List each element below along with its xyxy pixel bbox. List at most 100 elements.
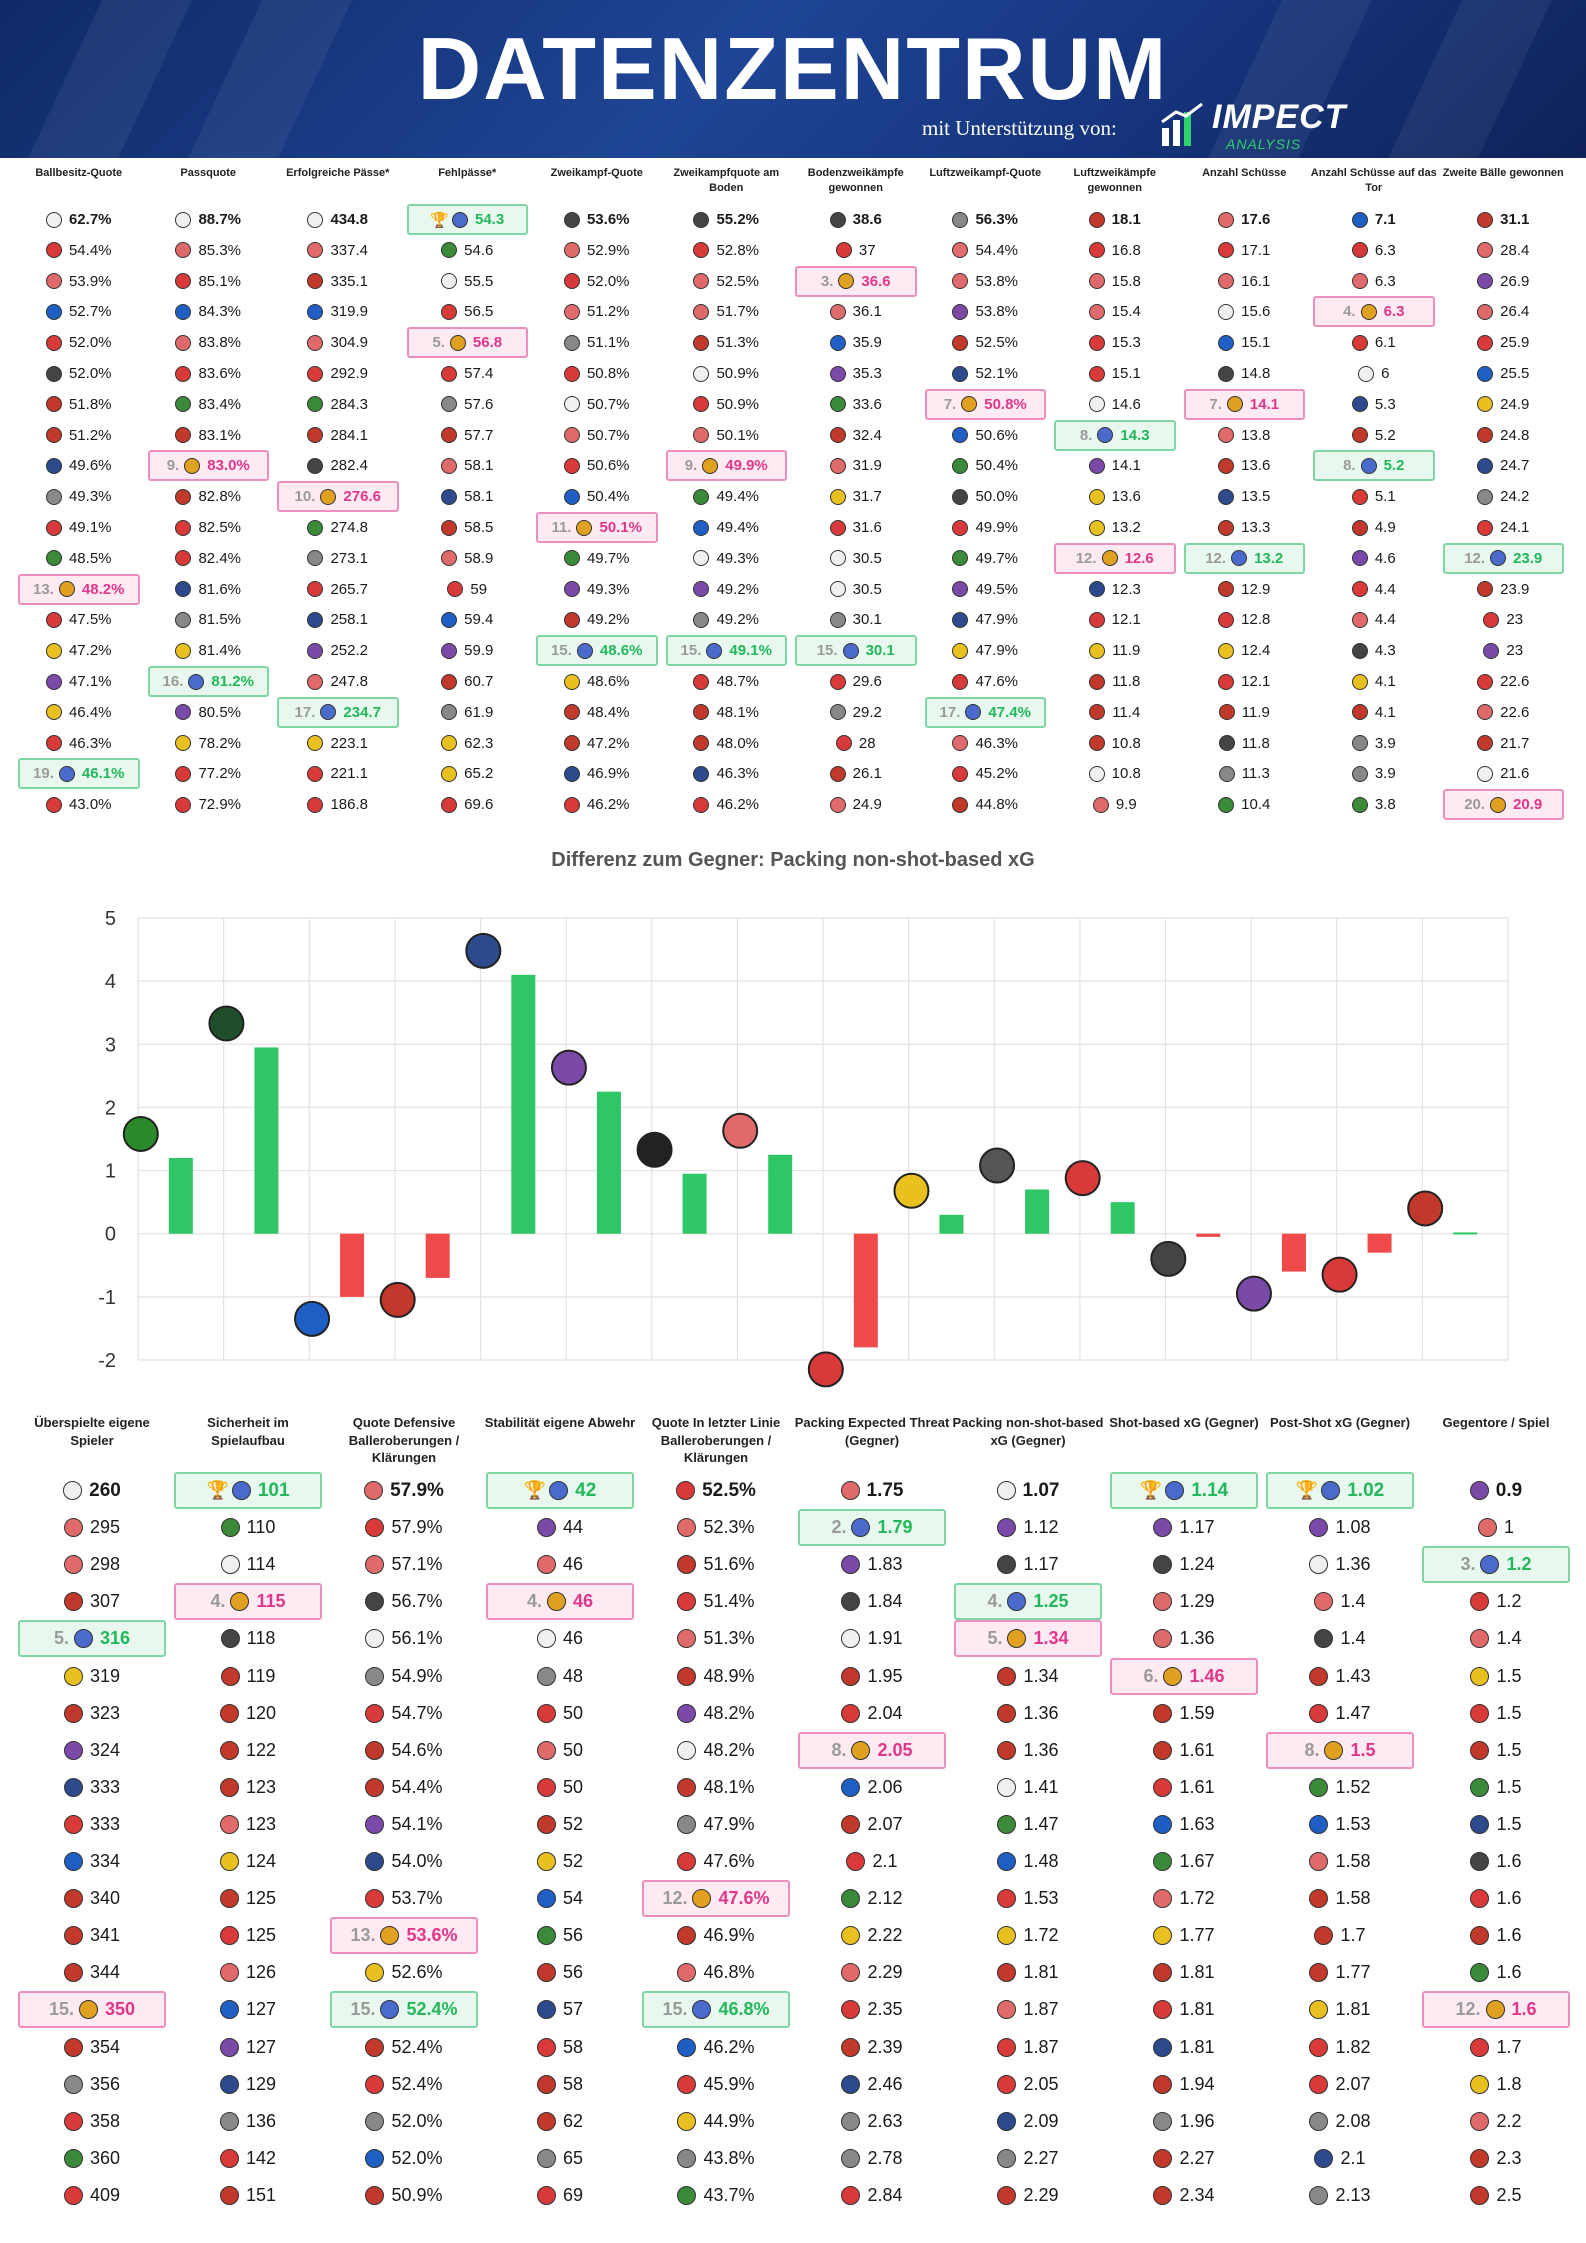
bar (1281, 1233, 1306, 1272)
stat-value: 1.83 (867, 1554, 903, 1575)
club-crest-icon (307, 581, 324, 598)
stat-value: 14.1 (1249, 395, 1280, 413)
stat-value: 1.87 (1023, 1999, 1059, 2020)
club-crest-icon (997, 1666, 1017, 1686)
table-row: 52 (486, 1808, 634, 1841)
table-row: 48.5% (18, 545, 140, 572)
club-crest-icon (1218, 796, 1235, 813)
club-crest-icon (1088, 457, 1105, 474)
rank-label: 19. (33, 765, 54, 783)
table-row: 53.8% (925, 268, 1047, 295)
table-row: 52.6% (330, 1956, 478, 1989)
stat-value: 16.1 (1241, 272, 1271, 290)
stat-value: 0.9 (1495, 1479, 1523, 1501)
stat-value: 59.4 (464, 611, 494, 629)
stat-value: 2.84 (867, 2184, 903, 2205)
club-crest-icon (1309, 1703, 1329, 1723)
table-row: 13.8 (1184, 422, 1306, 449)
stat-value: 323 (89, 1702, 121, 1723)
club-crest-icon (1088, 488, 1105, 505)
club-crest-icon (294, 1300, 331, 1337)
club-crest-icon (365, 1518, 385, 1538)
stat-value: 38.6 (852, 211, 882, 228)
club-crest-icon (1153, 1852, 1173, 1871)
stat-value: 31.1 (1500, 211, 1530, 228)
column-header: Überspielte eigene Spieler (34, 1415, 150, 1448)
club-crest-icon (846, 1852, 866, 1871)
stat-value: 48.6% (599, 642, 643, 660)
club-crest-icon (320, 704, 337, 721)
stat-value: 24.1 (1500, 519, 1530, 536)
stat-value: 54.0% (391, 1851, 443, 1871)
table-row: 47.2% (18, 637, 140, 664)
table-row: 2.63 (798, 2105, 946, 2138)
club-crest-icon (175, 488, 192, 505)
stat-value: 31.9 (852, 457, 882, 475)
stat-value: 52.0% (68, 365, 112, 382)
table-row: 2.78 (798, 2142, 946, 2175)
table-row: 49.5% (925, 576, 1047, 603)
club-crest-icon (219, 2074, 239, 2094)
club-crest-icon (997, 1555, 1017, 1575)
table-row: 52.0% (330, 2142, 478, 2175)
stat-value: 125 (245, 1925, 277, 1946)
rank-label: 8. (1343, 457, 1356, 475)
club-crest-icon (1351, 396, 1368, 413)
club-crest-icon (307, 427, 324, 444)
table-row: 51.4% (642, 1585, 790, 1618)
table-row: 50.6% (536, 452, 658, 479)
stat-value: 12.4 (1241, 642, 1271, 660)
table-row: 46.3% (18, 730, 140, 757)
club-crest-icon (835, 242, 852, 259)
stat-value: 49.1% (729, 642, 772, 660)
stat-value: 17.6 (1241, 211, 1271, 228)
stat-value: 50.1% (599, 519, 643, 536)
club-crest-icon (840, 1481, 860, 1500)
table-row: 54.9% (330, 1660, 478, 1693)
table-row: 24.2 (1443, 483, 1565, 510)
stat-value: 1.6 (1496, 1962, 1522, 1983)
rank-label: 13. (350, 1925, 376, 1946)
club-crest-icon (677, 2111, 697, 2131)
stat-value: 234.7 (343, 703, 381, 721)
table-row: 1.72 (954, 1919, 1102, 1952)
club-crest-icon (550, 1049, 587, 1086)
club-crest-icon (677, 1963, 697, 1983)
table-row: 4. 115 (174, 1583, 322, 1621)
club-crest-icon (706, 642, 723, 659)
table-row: 1.36 (1266, 1548, 1414, 1581)
club-crest-icon (693, 303, 710, 320)
bar (1453, 1232, 1478, 1235)
table-row: 1.81 (1266, 1993, 1414, 2026)
stat-value: 47.4% (988, 703, 1031, 721)
stat-value: 1.82 (1335, 2036, 1371, 2057)
stat-value: 6.3 (1374, 272, 1396, 290)
club-crest-icon (175, 273, 192, 290)
stat-value: 47.2% (586, 734, 630, 752)
stat-value: 1.36 (1023, 1739, 1059, 1760)
table-row: 1.61 (1110, 1771, 1258, 1804)
stat-value: 37 (858, 241, 876, 259)
table-row: 13.3 (1184, 514, 1306, 541)
club-crest-icon (365, 2037, 385, 2057)
stat-value: 284.3 (330, 395, 369, 413)
stat-column: Überspielte eigene Spieler 260 295 298 307 5.… (14, 1414, 170, 2239)
table-row: 47.6% (642, 1845, 790, 1878)
stat-value: 260 (89, 1479, 121, 1501)
table-row: 46.3% (925, 730, 1047, 757)
stat-value: 52.5% (702, 1479, 756, 1501)
club-crest-icon (1309, 2111, 1329, 2131)
table-row: 1.82 (1266, 2031, 1414, 2064)
table-row: 23.9 (1443, 576, 1565, 603)
table-row: 48.9% (642, 1660, 790, 1693)
club-crest-icon (365, 1666, 385, 1686)
table-row: 50.7% (536, 422, 658, 449)
club-crest-icon (563, 334, 580, 351)
stat-value: 52.0% (586, 272, 630, 290)
stat-value: 32.4 (852, 426, 882, 444)
club-crest-icon (63, 1740, 83, 1760)
bar (254, 1047, 279, 1234)
stat-value: 3.9 (1374, 734, 1396, 752)
stat-value: 52.9% (586, 241, 630, 259)
stat-value: 29.6 (852, 673, 882, 690)
